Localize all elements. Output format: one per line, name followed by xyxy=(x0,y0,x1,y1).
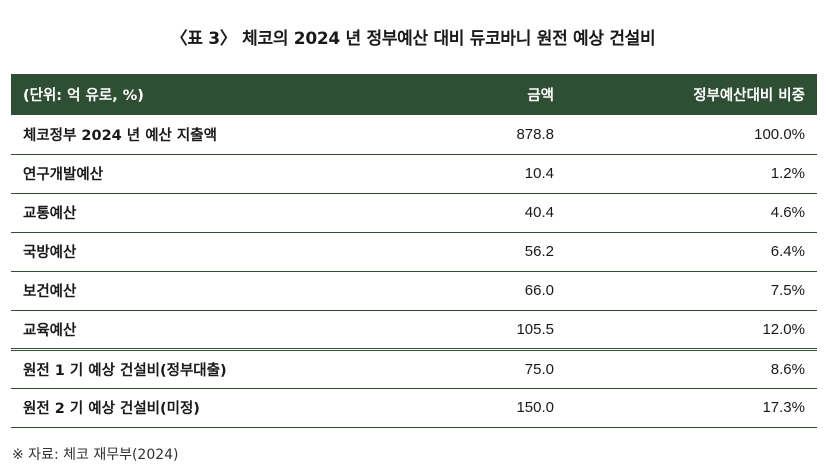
table-row: 교통예산 40.4 4.6% xyxy=(11,193,817,233)
budget-table: (단위: 억 유로, %) 금액 정부예산대비 비중 체코정부 2024 년 예… xyxy=(11,74,817,428)
row-amount: 150.0 xyxy=(404,388,566,428)
row-share: 100.0% xyxy=(566,115,817,155)
row-share: 4.6% xyxy=(566,193,817,233)
table-row: 연구개발예산 10.4 1.2% xyxy=(11,154,817,194)
table-header-row: (단위: 억 유로, %) 금액 정부예산대비 비중 xyxy=(11,74,817,115)
unit-header: (단위: 억 유로, %) xyxy=(23,88,144,104)
row-share: 7.5% xyxy=(566,271,817,311)
table-row: 보건예산 66.0 7.5% xyxy=(11,271,817,311)
row-label: 교통예산 xyxy=(11,193,404,233)
row-share: 12.0% xyxy=(566,310,817,351)
table-row: 국방예산 56.2 6.4% xyxy=(11,232,817,272)
row-amount: 75.0 xyxy=(404,349,566,389)
share-header: 정부예산대비 비중 xyxy=(693,88,805,104)
table-row: 체코정부 2024 년 예산 지출액 878.8 100.0% xyxy=(11,115,817,155)
table-row: 원전 2 기 예상 건설비(미정) 150.0 17.3% xyxy=(11,388,817,428)
row-amount: 56.2 xyxy=(404,232,566,272)
table-row: 원전 1 기 예상 건설비(정부대출) 75.0 8.6% xyxy=(11,349,817,389)
row-amount: 10.4 xyxy=(404,154,566,194)
row-label: 원전 1 기 예상 건설비(정부대출) xyxy=(11,349,404,389)
row-amount: 105.5 xyxy=(404,310,566,351)
row-label: 원전 2 기 예상 건설비(미정) xyxy=(11,388,404,428)
table-row: 교육예산 105.5 12.0% xyxy=(11,310,817,351)
row-label: 연구개발예산 xyxy=(11,154,404,194)
table-title: 〈표 3〉 체코의 2024 년 정부예산 대비 듀코바니 원전 예상 건설비 xyxy=(170,29,656,49)
row-label: 국방예산 xyxy=(11,232,404,272)
row-share: 1.2% xyxy=(566,154,817,194)
row-amount: 40.4 xyxy=(404,193,566,233)
row-share: 6.4% xyxy=(566,232,817,272)
row-amount: 878.8 xyxy=(404,115,566,155)
row-label: 체코정부 2024 년 예산 지출액 xyxy=(11,115,404,155)
row-label: 보건예산 xyxy=(11,271,404,311)
amount-header: 금액 xyxy=(527,88,554,104)
row-share: 17.3% xyxy=(566,388,817,428)
source-note: ※ 자료: 체코 재무부(2024) xyxy=(12,447,179,463)
row-label: 교육예산 xyxy=(11,310,404,351)
row-share: 8.6% xyxy=(566,349,817,389)
row-amount: 66.0 xyxy=(404,271,566,311)
